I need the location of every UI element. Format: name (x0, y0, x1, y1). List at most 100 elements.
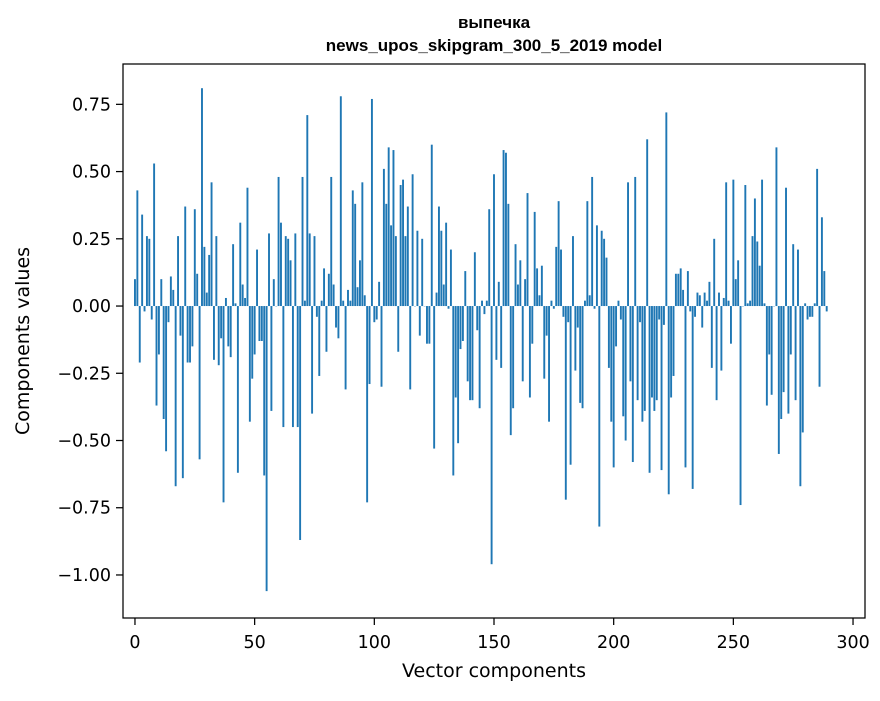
bar (641, 306, 643, 422)
bar (218, 306, 220, 365)
bar (282, 306, 284, 427)
bar (692, 306, 694, 489)
bar (771, 306, 773, 395)
bar (452, 306, 454, 475)
bar (139, 306, 141, 362)
bar (503, 150, 505, 306)
bar (685, 306, 687, 467)
bar (213, 306, 215, 360)
bar (225, 298, 227, 306)
bar (500, 306, 502, 368)
bar (589, 295, 591, 306)
bar (675, 274, 677, 306)
bar (577, 306, 579, 328)
bar (778, 306, 780, 454)
bar (479, 306, 481, 408)
bar (527, 193, 529, 306)
bar (400, 185, 402, 306)
bar (450, 250, 452, 306)
bar (227, 306, 229, 346)
bar (596, 225, 598, 306)
bar (582, 306, 584, 408)
bar (790, 306, 792, 354)
bar (421, 239, 423, 306)
bar (768, 306, 770, 354)
bar (495, 306, 497, 360)
bar (567, 306, 569, 322)
bar (472, 306, 474, 400)
bar (646, 139, 648, 306)
bar (756, 242, 758, 307)
bar (136, 190, 138, 306)
bar (371, 99, 373, 306)
bar (594, 306, 596, 309)
bar (565, 306, 567, 500)
bar (381, 306, 383, 387)
bar (314, 236, 316, 306)
bar (179, 306, 181, 336)
bar (625, 306, 627, 440)
bar (584, 301, 586, 306)
bar (620, 306, 622, 319)
bar (517, 285, 519, 307)
bar (687, 271, 689, 306)
bar (653, 306, 655, 411)
bar (426, 306, 428, 344)
bar (316, 306, 318, 317)
bar (799, 306, 801, 486)
bar (493, 174, 495, 306)
bar (711, 306, 713, 368)
bar (357, 287, 359, 306)
bar (574, 306, 576, 371)
bar (811, 306, 813, 317)
bar (819, 306, 821, 387)
bar (412, 174, 414, 306)
bar (438, 207, 440, 307)
bar (378, 282, 380, 306)
bar (579, 306, 581, 403)
bar (199, 306, 201, 459)
bar (156, 306, 158, 406)
bar (658, 306, 660, 319)
bar (318, 306, 320, 376)
bar (148, 239, 150, 306)
bar (591, 177, 593, 306)
bar (232, 244, 234, 306)
bar (826, 306, 828, 311)
bar (237, 306, 239, 473)
bar (436, 293, 438, 306)
bar (522, 306, 524, 381)
bar (211, 182, 213, 306)
bar (610, 306, 612, 422)
bar (491, 306, 493, 564)
bar (694, 306, 696, 317)
bar (249, 306, 251, 422)
bar (433, 306, 435, 449)
bar (251, 306, 253, 379)
bar (804, 303, 806, 306)
bar (144, 306, 146, 311)
bar (184, 207, 186, 307)
bar (462, 306, 464, 341)
bar (273, 279, 275, 306)
bar (548, 306, 550, 422)
bar (177, 236, 179, 306)
bar (172, 290, 174, 306)
bar (764, 303, 766, 306)
bar (661, 306, 663, 470)
bar (603, 239, 605, 306)
bar (345, 306, 347, 389)
bar (302, 177, 304, 306)
bar (570, 306, 572, 465)
bar (247, 188, 249, 306)
bar (783, 306, 785, 392)
bar (369, 306, 371, 384)
x-tick-label: 250 (717, 633, 750, 653)
y-axis-label: Components values (12, 247, 34, 435)
bar (220, 306, 222, 338)
bar (242, 285, 244, 307)
bars-group (134, 88, 828, 591)
bar (716, 306, 718, 400)
bar (766, 306, 768, 406)
